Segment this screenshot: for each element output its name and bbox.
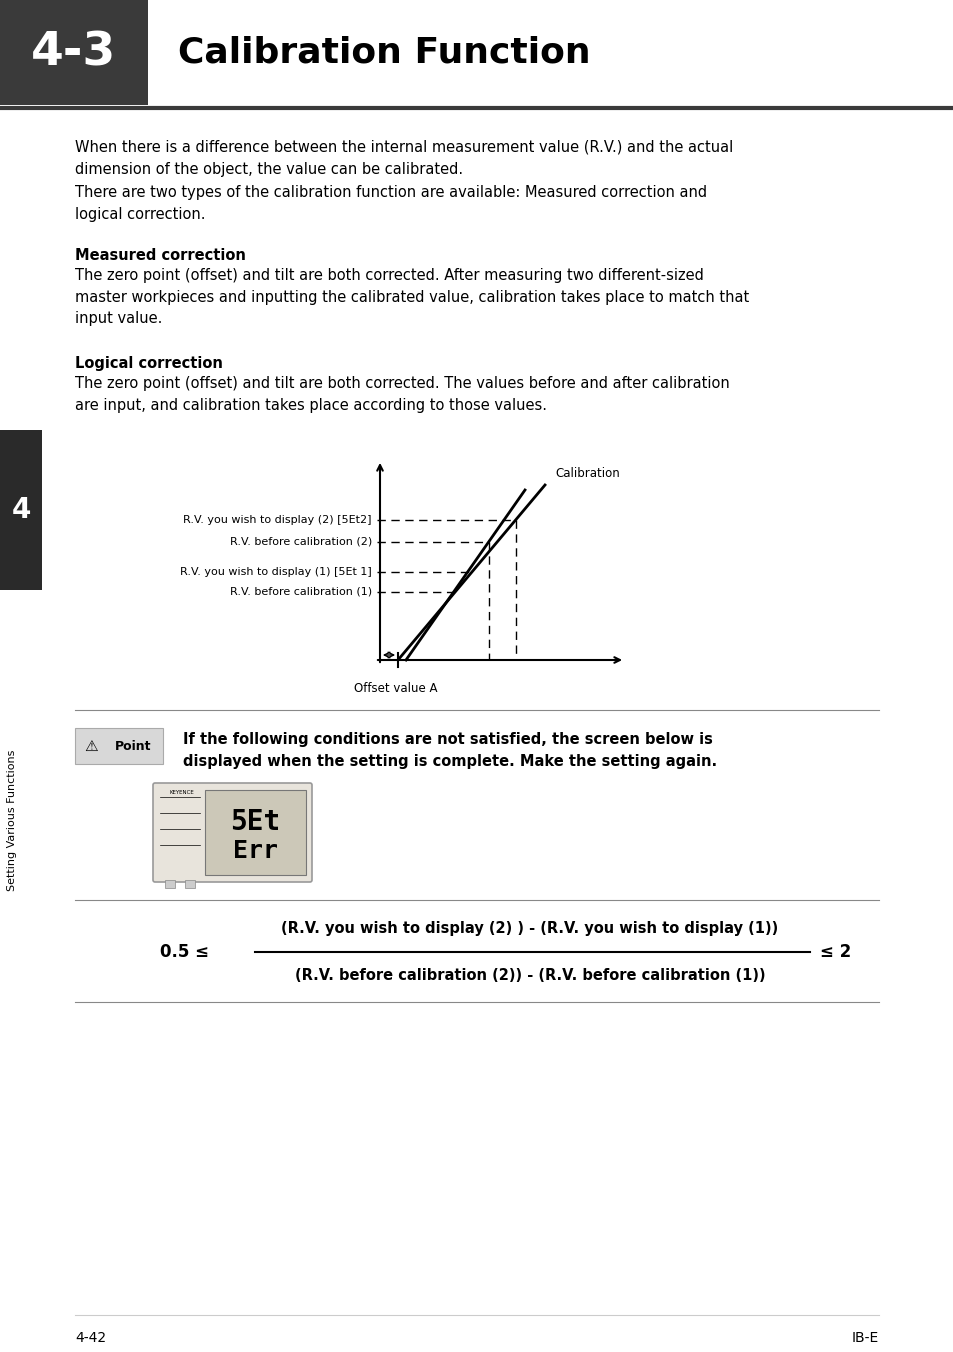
Text: 5Et: 5Et [230,808,280,837]
Bar [75,727,163,764]
Text: If the following conditions are not satisfied, the screen below is: If the following conditions are not sati… [183,731,712,748]
Text: IB-E: IB-E [851,1330,878,1345]
Text: Logical correction: Logical correction [75,356,223,370]
Text: 4-42: 4-42 [75,1330,106,1345]
Text: 4: 4 [11,496,30,525]
Text: There are two types of the calibration function are available: Measured correcti: There are two types of the calibration f… [75,185,706,200]
Bar [185,880,194,888]
Bar [0,0,148,105]
Bar [0,430,42,589]
Text: Err: Err [233,840,277,863]
Text: R.V. you wish to display (1) [5Et 1]: R.V. you wish to display (1) [5Et 1] [180,566,372,577]
Text: R.V. before calibration (1): R.V. before calibration (1) [230,587,372,598]
Text: When there is a difference between the internal measurement value (R.V.) and the: When there is a difference between the i… [75,141,733,155]
Bar [148,0,953,105]
Text: (R.V. before calibration (2)) - (R.V. before calibration (1)): (R.V. before calibration (2)) - (R.V. be… [294,968,764,983]
Text: R.V. before calibration (2): R.V. before calibration (2) [230,537,372,548]
Text: The zero point (offset) and tilt are both corrected. After measuring two differe: The zero point (offset) and tilt are bot… [75,268,748,326]
Text: Setting Various Functions: Setting Various Functions [7,749,17,891]
Text: R.V. you wish to display (2) [5Et2]: R.V. you wish to display (2) [5Et2] [183,515,372,525]
Text: The zero point (offset) and tilt are both corrected. The values before and after: The zero point (offset) and tilt are bot… [75,376,729,412]
Text: ⚠: ⚠ [84,738,98,753]
FancyBboxPatch shape [152,783,312,882]
Text: 0.5 ≤: 0.5 ≤ [160,942,209,961]
Text: dimension of the object, the value can be calibrated.: dimension of the object, the value can b… [75,162,462,177]
Bar [205,790,306,875]
Text: Calibration: Calibration [555,466,619,480]
Text: (R.V. you wish to display (2) ) - (R.V. you wish to display (1)): (R.V. you wish to display (2) ) - (R.V. … [281,921,778,936]
Text: Measured correction: Measured correction [75,247,246,264]
Text: logical correction.: logical correction. [75,207,205,222]
Text: 4-3: 4-3 [31,30,116,74]
Text: displayed when the setting is complete. Make the setting again.: displayed when the setting is complete. … [183,754,717,769]
Text: ≤ 2: ≤ 2 [820,942,850,961]
Bar [165,880,174,888]
Text: Point: Point [114,740,152,753]
Text: KEYENCE: KEYENCE [170,791,194,795]
Text: Calibration Function: Calibration Function [178,35,590,69]
Text: Offset value A: Offset value A [354,681,437,695]
